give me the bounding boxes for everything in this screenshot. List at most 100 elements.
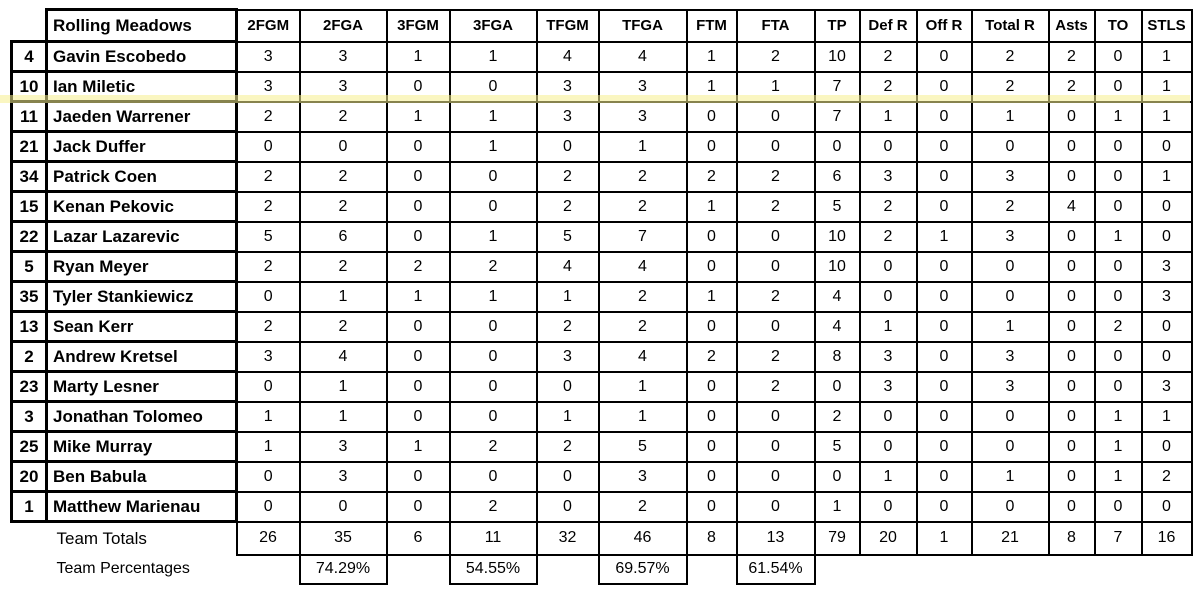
stat-cell: 2 bbox=[535, 160, 600, 193]
stat-cell: 0 bbox=[448, 70, 538, 103]
stat-cell: 0 bbox=[915, 430, 973, 463]
player-row: 35 Tyler Stankiewicz 0 1 1 1 1 2 1 2 4 0 0 0 0 0 3 bbox=[10, 280, 1193, 313]
stat-cell: 0 bbox=[535, 460, 600, 493]
player-name: Matthew Marienau bbox=[45, 490, 238, 523]
stat-cell: 1 bbox=[385, 40, 451, 73]
player-name: Mike Murray bbox=[45, 430, 238, 463]
stat-cell: 0 bbox=[1140, 340, 1193, 373]
total-cell: 7 bbox=[1093, 520, 1143, 556]
stat-cell: 4 bbox=[813, 310, 861, 343]
stat-cell: 1 bbox=[735, 70, 816, 103]
stat-cell: 4 bbox=[1047, 190, 1096, 223]
stat-cell: 0 bbox=[1140, 490, 1193, 523]
stat-cell: 0 bbox=[915, 460, 973, 493]
stat-cell: 4 bbox=[597, 250, 688, 283]
stat-cell: 1 bbox=[597, 370, 688, 403]
column-header: Total R bbox=[970, 8, 1050, 43]
stat-cell: 0 bbox=[385, 160, 451, 193]
stat-cell: 1 bbox=[858, 310, 918, 343]
total-cell: 79 bbox=[813, 520, 861, 556]
player-row: 11 Jaeden Warrener 2 2 1 1 3 3 0 0 7 1 0 1 0 1 1 bbox=[10, 100, 1193, 133]
player-number: 4 bbox=[10, 40, 48, 73]
percentage-empty-cell bbox=[972, 555, 1049, 584]
stat-cell: 1 bbox=[1093, 100, 1143, 133]
player-row: 10 Ian Miletic 3 3 0 0 3 3 1 1 7 2 0 2 2 0 1 bbox=[10, 70, 1193, 103]
stat-cell: 2 bbox=[970, 190, 1050, 223]
column-header: 2FGA bbox=[298, 8, 388, 43]
stat-cell: 1 bbox=[1093, 430, 1143, 463]
stat-cell: 2 bbox=[735, 280, 816, 313]
stat-cell: 2 bbox=[298, 100, 388, 133]
stat-cell: 6 bbox=[813, 160, 861, 193]
percentage-cell: 54.55% bbox=[448, 553, 538, 585]
stat-cell: 0 bbox=[1047, 370, 1096, 403]
stat-cell: 0 bbox=[385, 370, 451, 403]
stat-cell: 3 bbox=[298, 70, 388, 103]
stat-cell: 4 bbox=[597, 40, 688, 73]
player-name: Jaeden Warrener bbox=[45, 100, 238, 133]
stat-cell: 2 bbox=[535, 430, 600, 463]
player-name: Sean Kerr bbox=[45, 310, 238, 343]
stat-cell: 2 bbox=[813, 400, 861, 433]
stat-cell: 0 bbox=[1047, 490, 1096, 523]
stat-cell: 0 bbox=[685, 250, 738, 283]
stat-cell: 1 bbox=[448, 40, 538, 73]
stat-cell: 1 bbox=[858, 100, 918, 133]
player-name: Patrick Coen bbox=[45, 160, 238, 193]
stat-cell: 0 bbox=[448, 370, 538, 403]
stat-cell: 1 bbox=[1093, 460, 1143, 493]
column-header: FTA bbox=[735, 8, 816, 43]
column-header: TFGA bbox=[597, 8, 688, 43]
player-number: 35 bbox=[10, 280, 48, 313]
stat-cell: 10 bbox=[813, 220, 861, 253]
stat-cell: 0 bbox=[735, 490, 816, 523]
player-row: 34 Patrick Coen 2 2 0 0 2 2 2 2 6 3 0 3 0 0 1 bbox=[10, 160, 1193, 193]
stat-cell: 0 bbox=[1047, 280, 1096, 313]
stat-cell: 2 bbox=[535, 190, 600, 223]
stat-cell: 2 bbox=[858, 40, 918, 73]
stat-cell: 0 bbox=[1093, 250, 1143, 283]
stat-cell: 2 bbox=[1047, 70, 1096, 103]
stat-cell: 3 bbox=[298, 430, 388, 463]
stat-cell: 0 bbox=[1093, 280, 1143, 313]
column-header: TO bbox=[1093, 8, 1143, 43]
stat-cell: 3 bbox=[597, 100, 688, 133]
stat-cell: 0 bbox=[685, 460, 738, 493]
player-number: 22 bbox=[10, 220, 48, 253]
stat-cell: 0 bbox=[385, 70, 451, 103]
total-cell: 8 bbox=[685, 520, 738, 556]
stat-cell: 1 bbox=[685, 280, 738, 313]
stat-cell: 1 bbox=[448, 220, 538, 253]
stat-cell: 2 bbox=[1140, 460, 1193, 493]
stat-cell: 2 bbox=[970, 40, 1050, 73]
stat-cell: 0 bbox=[915, 160, 973, 193]
stat-cell: 1 bbox=[858, 460, 918, 493]
stat-cell: 0 bbox=[385, 220, 451, 253]
total-cell: 21 bbox=[970, 520, 1050, 556]
stat-cell: 1 bbox=[685, 70, 738, 103]
stat-cell: 0 bbox=[915, 190, 973, 223]
player-number: 25 bbox=[10, 430, 48, 463]
stat-cell: 1 bbox=[535, 400, 600, 433]
stat-cell: 1 bbox=[535, 280, 600, 313]
player-name: Gavin Escobedo bbox=[45, 40, 238, 73]
stat-cell: 0 bbox=[685, 100, 738, 133]
player-number: 23 bbox=[10, 370, 48, 403]
stat-cell: 0 bbox=[1093, 340, 1143, 373]
stat-cell: 2 bbox=[298, 310, 388, 343]
stat-cell: 0 bbox=[915, 340, 973, 373]
stat-cell: 3 bbox=[970, 160, 1050, 193]
stat-cell: 0 bbox=[1047, 130, 1096, 163]
stat-cell: 7 bbox=[597, 220, 688, 253]
stat-cell: 1 bbox=[235, 400, 301, 433]
percentage-empty-cell bbox=[537, 555, 599, 584]
stat-cell: 3 bbox=[858, 340, 918, 373]
stat-cell: 0 bbox=[235, 490, 301, 523]
stat-cell: 2 bbox=[235, 250, 301, 283]
stat-cell: 1 bbox=[1093, 220, 1143, 253]
stat-cell: 0 bbox=[1047, 220, 1096, 253]
total-cell: 20 bbox=[858, 520, 918, 556]
stat-cell: 5 bbox=[235, 220, 301, 253]
stat-cell: 0 bbox=[1047, 160, 1096, 193]
team-totals-label: Team Totals bbox=[56, 528, 147, 548]
